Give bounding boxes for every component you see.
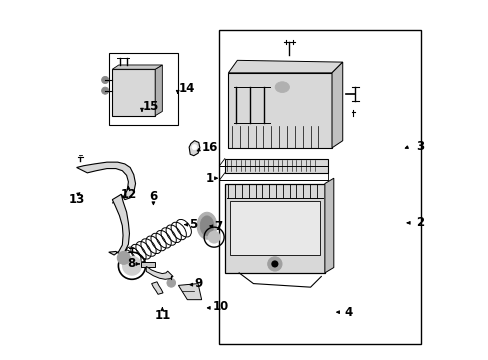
Text: 10: 10	[212, 300, 228, 313]
Text: 15: 15	[142, 100, 159, 113]
Bar	[224, 158, 328, 173]
Text: 6: 6	[149, 190, 157, 203]
Polygon shape	[155, 65, 162, 116]
Ellipse shape	[200, 216, 213, 235]
Text: 16: 16	[201, 141, 218, 154]
Bar	[230, 202, 319, 255]
Text: 7: 7	[214, 220, 222, 233]
Polygon shape	[112, 65, 162, 69]
Text: 14: 14	[178, 82, 194, 95]
Polygon shape	[77, 162, 135, 203]
Bar	[224, 184, 324, 273]
Polygon shape	[146, 266, 173, 279]
Polygon shape	[178, 284, 201, 300]
Circle shape	[122, 256, 142, 276]
Polygon shape	[108, 194, 129, 255]
Bar	[108, 53, 178, 125]
Bar	[219, 30, 421, 344]
Text: 8: 8	[127, 257, 135, 270]
Bar	[228, 73, 331, 148]
Ellipse shape	[275, 82, 289, 93]
Circle shape	[207, 231, 220, 244]
Text: 3: 3	[415, 140, 423, 153]
Ellipse shape	[269, 78, 294, 96]
Circle shape	[166, 279, 175, 287]
Circle shape	[267, 257, 282, 271]
Polygon shape	[228, 60, 342, 73]
Polygon shape	[189, 141, 200, 156]
Bar	[219, 166, 328, 180]
Ellipse shape	[197, 212, 216, 239]
Polygon shape	[331, 62, 342, 148]
Text: 12: 12	[120, 188, 136, 201]
Circle shape	[192, 145, 197, 150]
Text: 13: 13	[68, 193, 84, 206]
Circle shape	[102, 76, 108, 84]
Text: 9: 9	[194, 277, 203, 290]
Polygon shape	[324, 178, 333, 273]
Text: 5: 5	[189, 218, 197, 231]
Circle shape	[102, 87, 108, 94]
Text: 4: 4	[344, 306, 352, 319]
Text: 1: 1	[205, 172, 214, 185]
Bar	[141, 262, 155, 267]
Text: 11: 11	[154, 309, 170, 322]
Bar	[112, 69, 155, 116]
Text: 2: 2	[415, 216, 423, 229]
Polygon shape	[151, 282, 163, 294]
Circle shape	[271, 260, 278, 267]
Circle shape	[117, 251, 130, 264]
